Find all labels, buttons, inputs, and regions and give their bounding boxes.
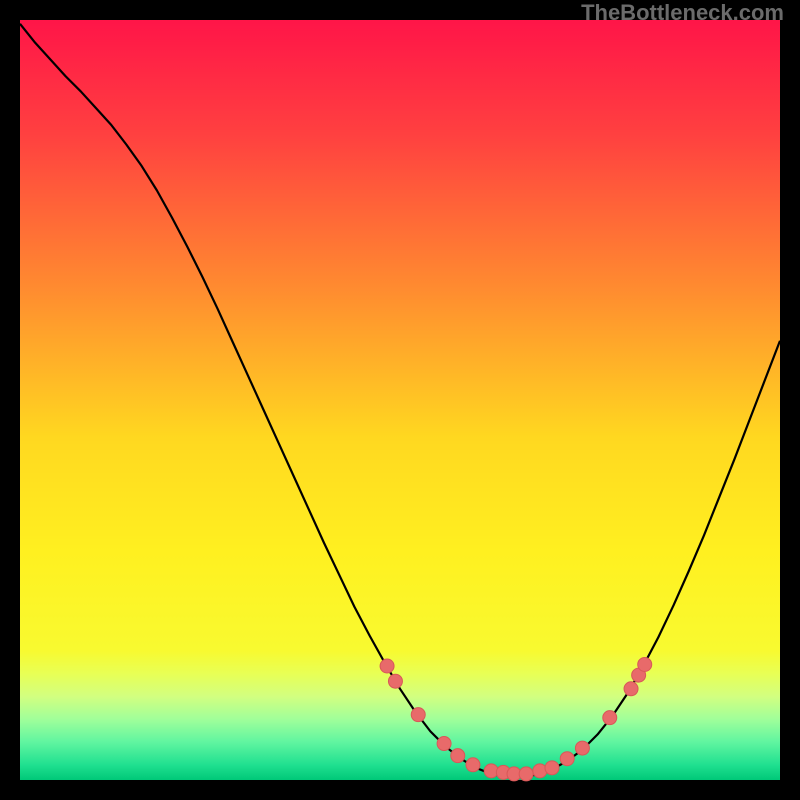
curve-marker [575, 741, 589, 755]
curve-marker [380, 659, 394, 673]
curve-marker [388, 674, 402, 688]
curve-marker [466, 758, 480, 772]
curve-marker [519, 767, 533, 781]
curve-marker [624, 682, 638, 696]
curve-marker [437, 737, 451, 751]
curve-marker [638, 657, 652, 671]
bottleneck-chart [0, 0, 800, 800]
curve-marker [451, 749, 465, 763]
curve-marker [411, 708, 425, 722]
curve-marker [603, 711, 617, 725]
watermark-label: TheBottleneck.com [581, 0, 784, 26]
plot-gradient [20, 20, 780, 780]
curve-marker [545, 761, 559, 775]
chart-canvas: TheBottleneck.com [0, 0, 800, 800]
curve-marker [560, 752, 574, 766]
